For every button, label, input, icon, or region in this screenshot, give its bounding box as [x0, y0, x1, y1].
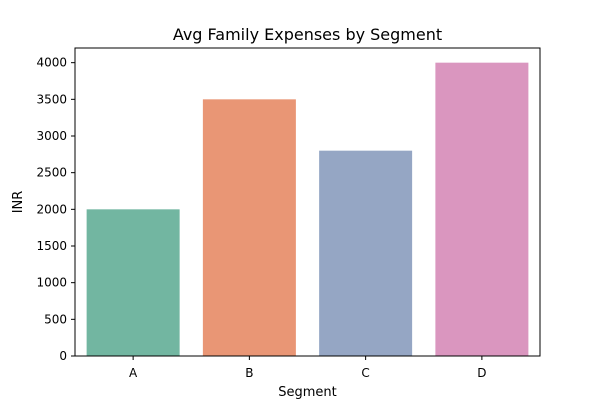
x-tick-label: A	[129, 366, 138, 380]
y-tick-label: 500	[44, 312, 67, 326]
y-tick-label: 2500	[36, 166, 67, 180]
y-tick-label: 0	[59, 349, 67, 363]
bar-d	[435, 62, 529, 357]
x-axis: A B C D	[129, 356, 487, 380]
y-axis-title: INR	[11, 191, 26, 214]
plot-frame	[74, 47, 541, 357]
chart-title: Avg Family Expenses by Segment	[173, 25, 442, 44]
x-tick-label: D	[477, 366, 486, 380]
bars-layer	[86, 62, 529, 357]
x-axis-title: Segment	[278, 385, 337, 400]
y-tick-label: 3500	[36, 92, 67, 106]
y-tick-label: 4000	[36, 56, 67, 70]
bar-c	[319, 150, 413, 356]
bar-a	[86, 209, 180, 356]
y-tick-label: 1000	[36, 276, 67, 290]
y-axis: 0 500 1000 1500 2000 2500 3000 3500 4000	[36, 56, 75, 363]
x-tick-label: B	[245, 366, 253, 380]
y-tick-label: 3000	[36, 129, 67, 143]
y-tick-label: 1500	[36, 239, 67, 253]
x-tick-label: C	[361, 366, 369, 380]
y-tick-label: 2000	[36, 202, 67, 216]
bar-b	[202, 99, 296, 356]
